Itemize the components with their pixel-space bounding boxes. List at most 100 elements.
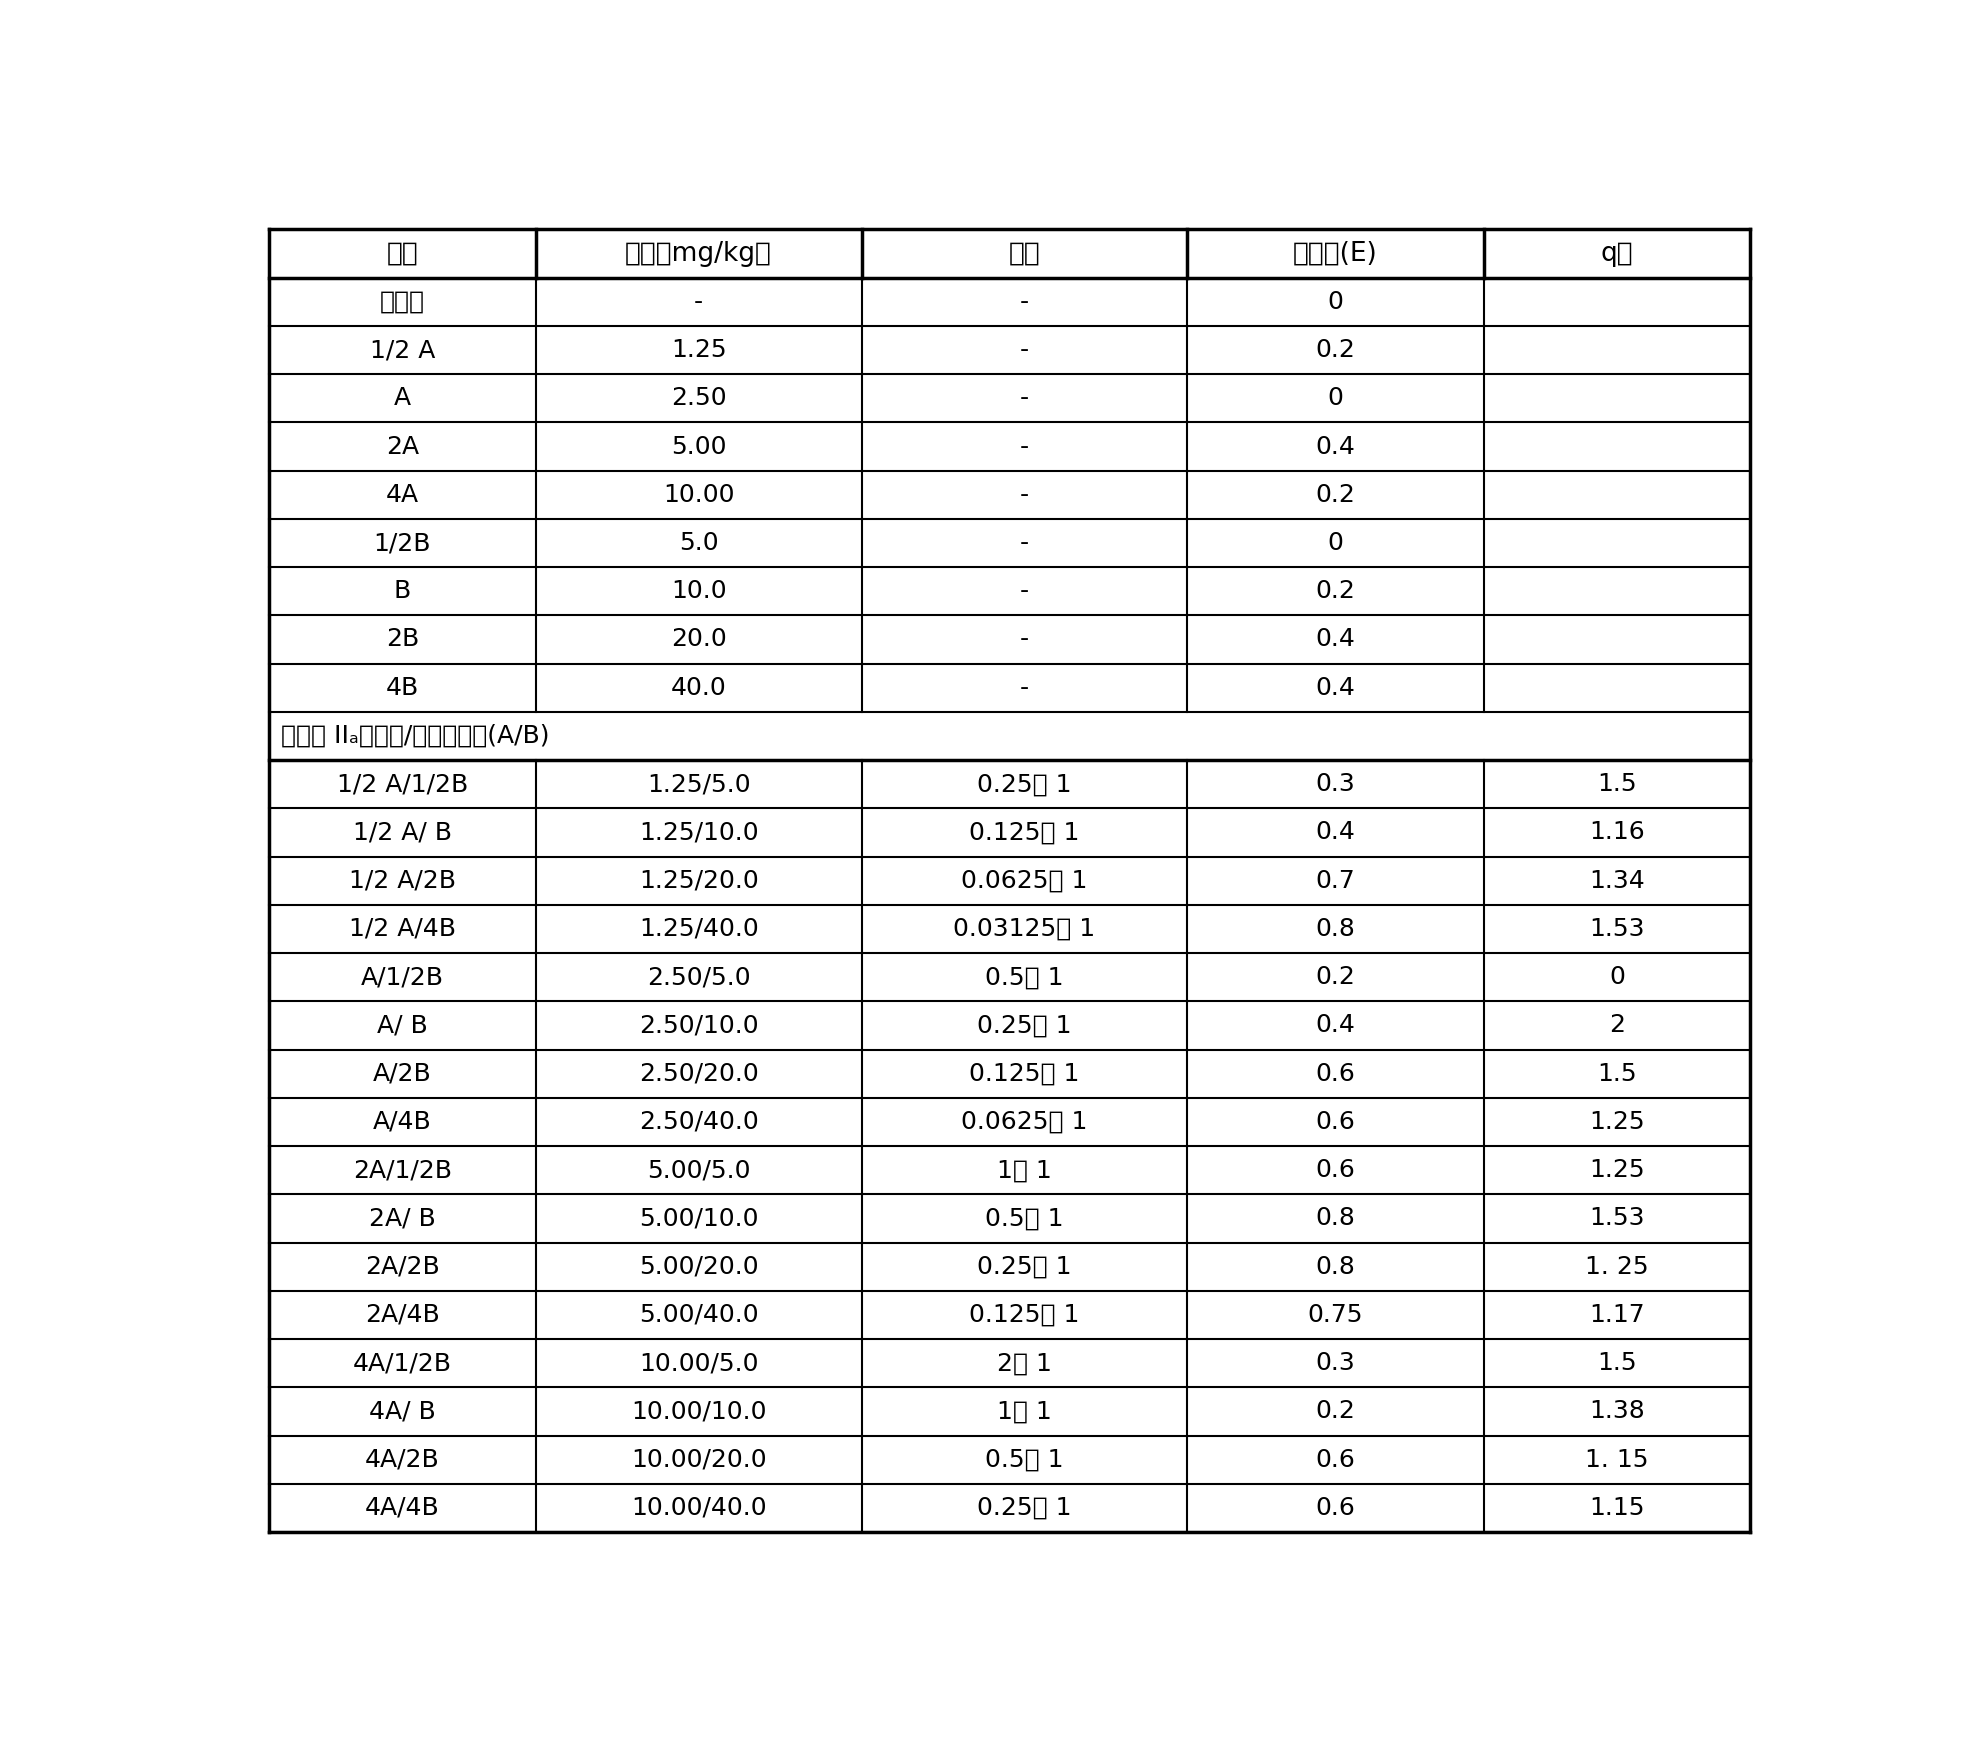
Text: 10.00/20.0: 10.00/20.0 [630,1448,766,1472]
Text: 40.0: 40.0 [670,675,727,699]
Text: 4A/4B: 4A/4B [364,1496,439,1519]
Text: -: - [1020,530,1028,555]
Text: 0.03125： 1: 0.03125： 1 [953,917,1095,942]
Text: 10.00/40.0: 10.00/40.0 [630,1496,766,1519]
Text: 0.125： 1: 0.125： 1 [969,820,1080,844]
Text: 2: 2 [1609,1013,1625,1038]
Text: A: A [394,385,412,410]
Text: -: - [1020,579,1028,603]
Text: 丹参酮 IIₐ磺酸钑/三七总皮苷(A/B): 丹参酮 IIₐ磺酸钑/三七总皮苷(A/B) [282,724,550,748]
Text: 1.38: 1.38 [1590,1399,1645,1423]
Text: 2.50/20.0: 2.50/20.0 [638,1062,758,1087]
Text: 0.25： 1: 0.25： 1 [977,1496,1072,1519]
Text: 1.34: 1.34 [1590,869,1645,893]
Text: 0.4: 0.4 [1316,1013,1355,1038]
Text: 2B: 2B [386,628,420,652]
Text: 0.8: 0.8 [1316,1207,1355,1231]
Text: 1.5: 1.5 [1598,1062,1637,1087]
Text: -: - [693,290,703,314]
Text: -: - [1020,434,1028,459]
Text: 0.3: 0.3 [1316,1352,1355,1376]
Text: 对照组: 对照组 [380,290,426,314]
Text: -: - [1020,675,1028,699]
Text: 1/2 A/ B: 1/2 A/ B [353,820,451,844]
Text: 1.15: 1.15 [1590,1496,1645,1519]
Text: 1/2 A/4B: 1/2 A/4B [349,917,455,942]
Text: 1.17: 1.17 [1590,1303,1645,1327]
Text: 0.4: 0.4 [1316,434,1355,459]
Text: A/4B: A/4B [372,1109,431,1134]
Text: 0.2: 0.2 [1316,338,1355,363]
Text: 0.6: 0.6 [1316,1062,1355,1087]
Text: 1.53: 1.53 [1590,1207,1645,1231]
Text: 1.25/5.0: 1.25/5.0 [646,773,751,797]
Text: 2A/1/2B: 2A/1/2B [353,1158,451,1182]
Text: 1/2 A: 1/2 A [370,338,435,363]
Text: 0.25： 1: 0.25： 1 [977,1013,1072,1038]
Text: 0: 0 [1328,530,1344,555]
Text: 10.0: 10.0 [672,579,727,603]
Text: -: - [1020,338,1028,363]
Text: 1.5: 1.5 [1598,1352,1637,1376]
Text: 0.6: 0.6 [1316,1109,1355,1134]
Text: 0.2: 0.2 [1316,483,1355,508]
Text: 0.25： 1: 0.25： 1 [977,773,1072,797]
Text: 0: 0 [1328,385,1344,410]
Text: 0.6: 0.6 [1316,1496,1355,1519]
Text: 0.6: 0.6 [1316,1158,1355,1182]
Text: 4B: 4B [386,675,420,699]
Text: -: - [1020,483,1028,508]
Text: 2A: 2A [386,434,420,459]
Text: 1.5: 1.5 [1598,773,1637,797]
Text: 2A/ B: 2A/ B [368,1207,435,1231]
Text: 剂量（mg/kg）: 剂量（mg/kg） [624,241,772,267]
Text: 1.25: 1.25 [1590,1109,1645,1134]
Text: 2.50/10.0: 2.50/10.0 [638,1013,758,1038]
Text: 保护率(E): 保护率(E) [1292,241,1377,267]
Text: 4A: 4A [386,483,420,508]
Text: 4A/ B: 4A/ B [368,1399,435,1423]
Text: 0.2: 0.2 [1316,1399,1355,1423]
Text: 0.75: 0.75 [1308,1303,1363,1327]
Text: 0.4: 0.4 [1316,820,1355,844]
Text: 1/2B: 1/2B [374,530,431,555]
Text: 1.53: 1.53 [1590,917,1645,942]
Text: 5.00/10.0: 5.00/10.0 [638,1207,758,1231]
Text: 0: 0 [1609,964,1625,989]
Text: 0.6: 0.6 [1316,1448,1355,1472]
Text: 20.0: 20.0 [670,628,727,652]
Text: 0.0625： 1: 0.0625： 1 [961,869,1087,893]
Text: 10.00/10.0: 10.00/10.0 [630,1399,766,1423]
Text: -: - [1020,385,1028,410]
Text: 2： 1: 2： 1 [997,1352,1052,1376]
Text: 2A/4B: 2A/4B [364,1303,439,1327]
Text: 5.00/40.0: 5.00/40.0 [638,1303,758,1327]
Text: 5.0: 5.0 [680,530,719,555]
Text: 0: 0 [1328,290,1344,314]
Text: 1. 15: 1. 15 [1586,1448,1649,1472]
Text: 1.25: 1.25 [1590,1158,1645,1182]
Text: 0.125： 1: 0.125： 1 [969,1303,1080,1327]
Text: 0.2: 0.2 [1316,579,1355,603]
Text: 0.4: 0.4 [1316,675,1355,699]
Text: 0.5： 1: 0.5： 1 [985,1448,1064,1472]
Text: -: - [1020,628,1028,652]
Text: 0.4: 0.4 [1316,628,1355,652]
Text: 0.0625： 1: 0.0625： 1 [961,1109,1087,1134]
Text: 1. 25: 1. 25 [1586,1254,1649,1278]
Text: 0.125： 1: 0.125： 1 [969,1062,1080,1087]
Text: 1： 1: 1： 1 [997,1399,1052,1423]
Text: 5.00/20.0: 5.00/20.0 [638,1254,758,1278]
Text: 4A/2B: 4A/2B [364,1448,439,1472]
Text: 5.00/5.0: 5.00/5.0 [646,1158,751,1182]
Text: q値: q値 [1600,241,1633,267]
Text: A/2B: A/2B [372,1062,431,1087]
Text: 1.25/20.0: 1.25/20.0 [638,869,758,893]
Text: 2.50: 2.50 [672,385,727,410]
Text: 0.8: 0.8 [1316,1254,1355,1278]
Text: A/ B: A/ B [376,1013,427,1038]
Text: 2.50/5.0: 2.50/5.0 [646,964,751,989]
Text: 0.8: 0.8 [1316,917,1355,942]
Text: 10.00/5.0: 10.00/5.0 [638,1352,758,1376]
Text: 0.5： 1: 0.5： 1 [985,964,1064,989]
